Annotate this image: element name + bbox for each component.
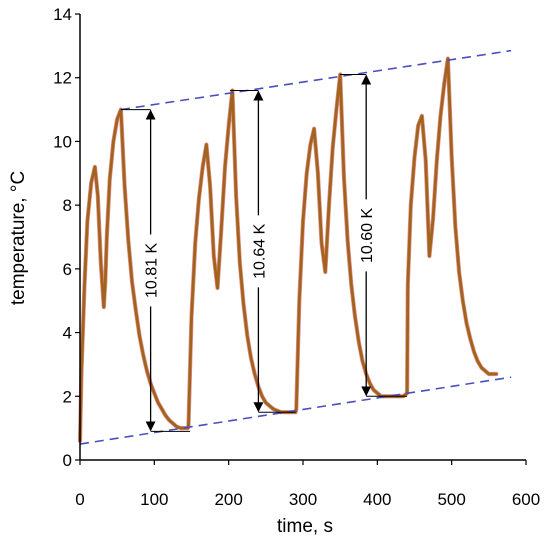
annotation-label-background (140, 234, 161, 307)
annotation-label-background (356, 199, 377, 272)
y-tick-label: 12 (53, 69, 72, 88)
y-tick-label: 4 (63, 324, 72, 343)
upper-envelope-line (120, 49, 512, 111)
x-tick-label: 200 (214, 490, 242, 509)
y-tick-label: 2 (63, 387, 72, 406)
x-tick-label: 400 (363, 490, 391, 509)
annotation-label: 10.64 K (251, 223, 268, 278)
x-tick-label: 500 (437, 490, 465, 509)
annotation-layer: 10.81 K 10.64 K 10.60 K (120, 74, 408, 432)
x-axis-title: time, s (277, 516, 333, 537)
annotation-label: 10.81 K (144, 243, 161, 298)
x-tick-label: 100 (140, 490, 168, 509)
lower-envelope-line (79, 376, 512, 445)
x-tick-label: 300 (289, 490, 317, 509)
axes-layer: 0 2 4 6 8 10 12 14 0 100 200 300 400 500 600 (53, 5, 540, 509)
y-tick-label: 6 (63, 260, 72, 279)
annotation-label: 10.60 K (359, 208, 376, 263)
x-tick-label: 0 (75, 490, 84, 509)
x-tick-label: 600 (512, 490, 540, 509)
y-tick-label: 14 (53, 5, 72, 24)
y-tick-label: 8 (63, 196, 72, 215)
y-tick-label: 0 (63, 451, 72, 470)
y-axis-title: temperature, °C (8, 171, 29, 305)
annotation-label-background (248, 215, 269, 288)
y-tick-label: 10 (53, 132, 72, 151)
envelope-layer (79, 49, 512, 445)
